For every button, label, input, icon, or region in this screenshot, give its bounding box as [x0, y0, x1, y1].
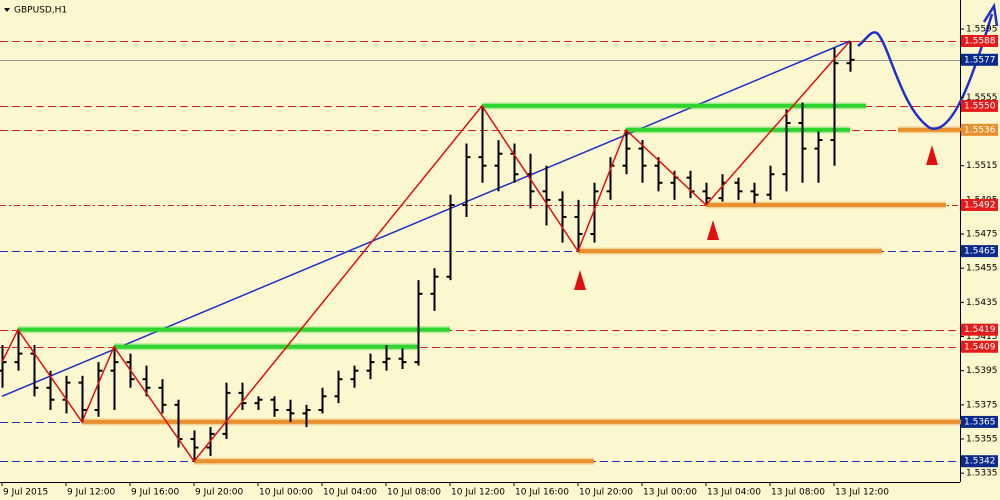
x-tick-label: 10 Jul 04:00 [323, 488, 377, 498]
arrow-marker [574, 270, 586, 290]
x-tick-label: 10 Jul 08:00 [387, 488, 441, 498]
level-box [961, 99, 998, 112]
forecast-arrowhead [982, 2, 999, 27]
forecast-curve [857, 13, 994, 130]
x-tick-label: 13 Jul 04:00 [707, 488, 761, 498]
level-box [961, 455, 998, 468]
level-box [961, 34, 998, 47]
level-box [961, 245, 998, 258]
chart-title: GBPUSD,H1 [14, 6, 67, 16]
x-tick-label: 10 Jul 16:00 [515, 488, 569, 498]
level-label: 1.5409 [964, 342, 996, 352]
y-tick-label: 1.5555 [966, 93, 998, 103]
arrow-marker [707, 220, 719, 240]
x-tick-label: 9 Jul 12:00 [67, 488, 116, 498]
y-tick-label: 1.5415 [966, 332, 998, 342]
level-label: 1.5588 [964, 36, 996, 46]
y-tick-label: 1.5335 [966, 469, 998, 479]
x-tick-label: 10 Jul 00:00 [259, 488, 313, 498]
trendline [1, 40, 851, 397]
arrow-marker [926, 145, 938, 165]
y-tick-label: 1.5455 [966, 264, 998, 274]
x-tick-label: 13 Jul 08:00 [771, 488, 825, 498]
level-box [961, 198, 998, 211]
level-label: 1.5465 [964, 247, 996, 257]
x-tick-label: 10 Jul 12:00 [451, 488, 505, 498]
plot-layer [0, 40, 978, 465]
y-tick-label: 1.5395 [966, 366, 998, 376]
level-label: 1.5536 [964, 125, 996, 135]
level-box [961, 123, 998, 136]
x-tick-label: 10 Jul 20:00 [579, 488, 633, 498]
level-box [961, 323, 998, 336]
y-tick-label: 1.5595 [966, 25, 998, 35]
level-box [961, 415, 998, 428]
x-tick-label: 9 Jul 2015 [3, 488, 48, 498]
level-label: 1.5365 [964, 417, 996, 427]
level-label: 1.5550 [964, 101, 996, 111]
y-tick-label: 1.5515 [966, 161, 998, 171]
level-label: 1.5492 [964, 200, 996, 210]
level-label: 1.5419 [964, 325, 996, 335]
level-box [961, 53, 998, 66]
level-box [961, 340, 998, 353]
y-tick-label: 1.5475 [966, 230, 998, 240]
x-tick-label: 13 Jul 12:00 [835, 488, 889, 498]
zigzag [1, 40, 851, 463]
x-tick-label: 9 Jul 16:00 [131, 488, 180, 498]
y-tick-label: 1.5435 [966, 298, 998, 308]
level-label: 1.5342 [964, 457, 996, 467]
x-tick-label: 9 Jul 20:00 [195, 488, 244, 498]
y-tick-label: 1.5355 [966, 435, 998, 445]
level-label: 1.5577 [964, 55, 996, 65]
title-triangle [4, 8, 10, 12]
y-tick-label: 1.5375 [966, 400, 998, 410]
x-tick-label: 13 Jul 00:00 [643, 488, 697, 498]
